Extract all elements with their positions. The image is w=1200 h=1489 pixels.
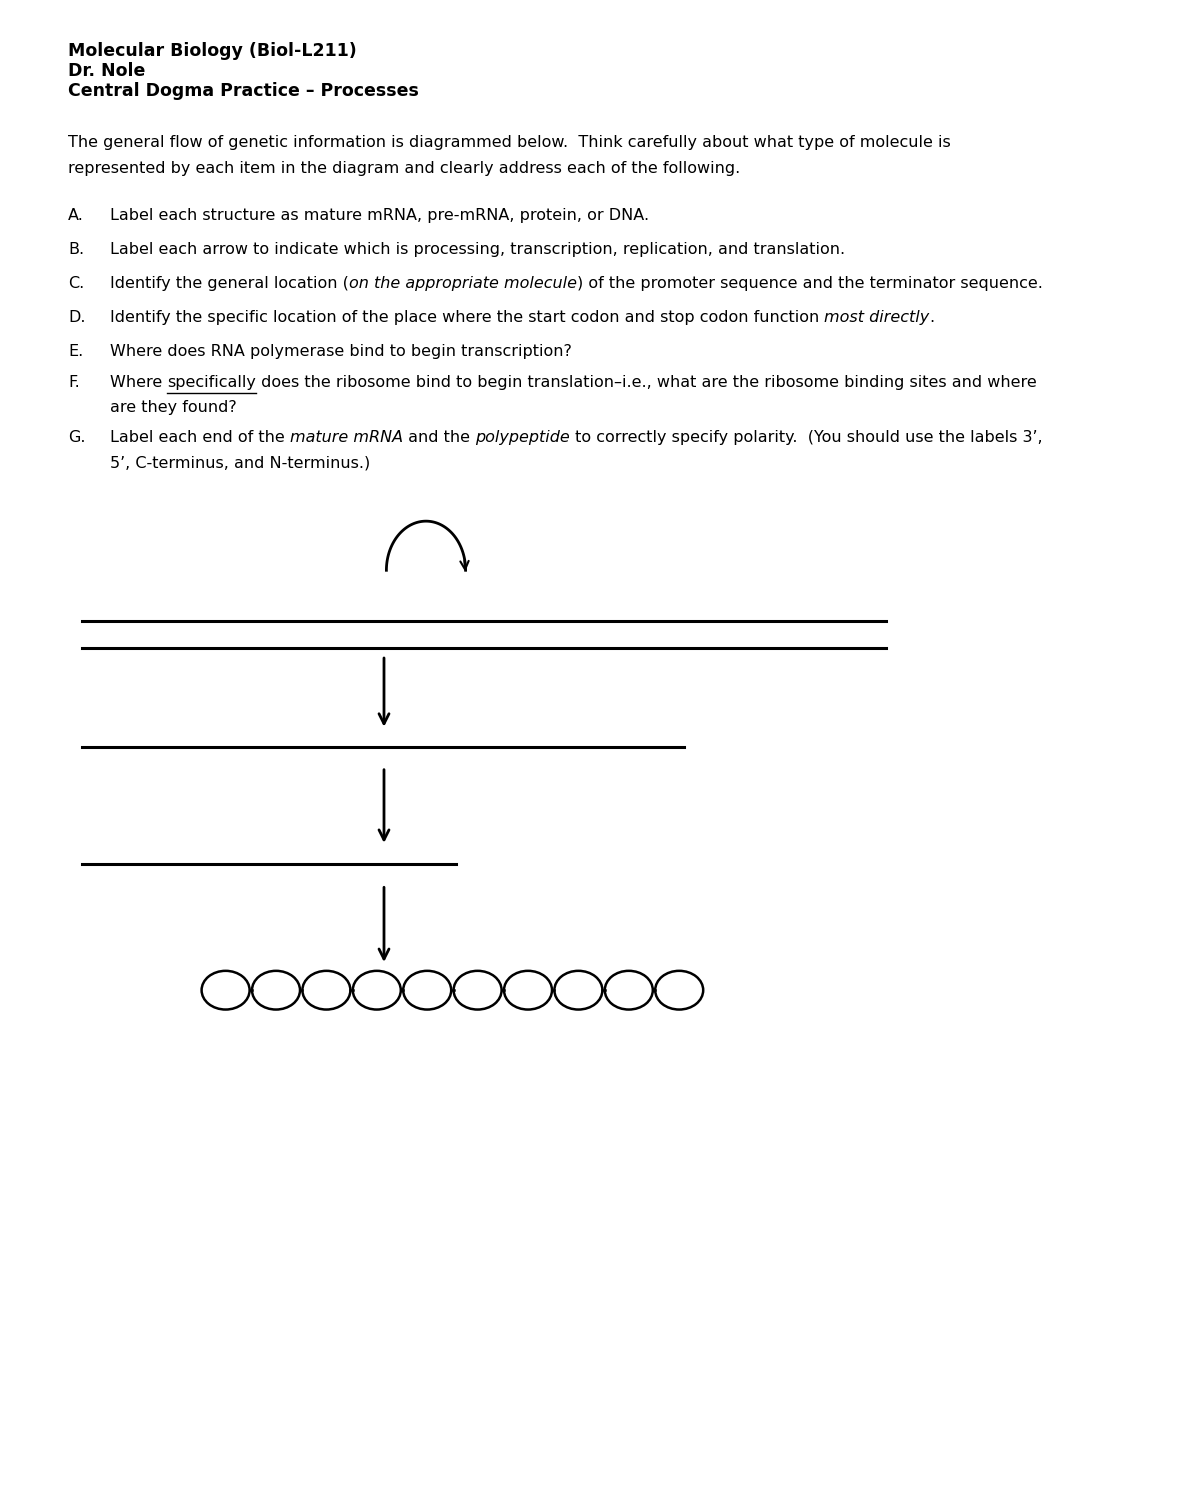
Text: B.: B. xyxy=(68,243,84,258)
Text: Central Dogma Practice – Processes: Central Dogma Practice – Processes xyxy=(68,82,419,100)
Text: specifically: specifically xyxy=(167,375,257,390)
Text: Dr. Nole: Dr. Nole xyxy=(68,63,145,80)
Text: Label each arrow to indicate which is processing, transcription, replication, an: Label each arrow to indicate which is pr… xyxy=(110,243,845,258)
Text: does the ribosome bind to begin translation–i.e., what are the ribosome binding : does the ribosome bind to begin translat… xyxy=(257,375,1037,390)
Text: Molecular Biology (Biol-L211): Molecular Biology (Biol-L211) xyxy=(68,42,356,60)
Text: polypeptide: polypeptide xyxy=(475,430,570,445)
Text: and the: and the xyxy=(403,430,475,445)
Text: 5’, C-terminus, and N-terminus.): 5’, C-terminus, and N-terminus.) xyxy=(110,456,371,471)
Text: E.: E. xyxy=(68,344,83,359)
Text: Where does RNA polymerase bind to begin transcription?: Where does RNA polymerase bind to begin … xyxy=(110,344,572,359)
Text: most directly: most directly xyxy=(824,310,930,325)
Text: Label each structure as mature mRNA, pre-mRNA, protein, or DNA.: Label each structure as mature mRNA, pre… xyxy=(110,208,649,223)
Text: represented by each item in the diagram and clearly address each of the followin: represented by each item in the diagram … xyxy=(68,161,740,176)
Text: G.: G. xyxy=(68,430,85,445)
Text: F.: F. xyxy=(68,375,79,390)
Text: Identify the specific location of the place where the start codon and stop codon: Identify the specific location of the pl… xyxy=(110,310,824,325)
Text: D.: D. xyxy=(68,310,85,325)
Text: to correctly specify polarity.  (You should use the labels 3’,: to correctly specify polarity. (You shou… xyxy=(570,430,1043,445)
Text: Identify the general location (: Identify the general location ( xyxy=(110,275,349,290)
Text: on the appropriate molecule: on the appropriate molecule xyxy=(349,275,577,290)
Text: .: . xyxy=(930,310,935,325)
Text: mature mRNA: mature mRNA xyxy=(290,430,403,445)
Text: ) of the promoter sequence and the terminator sequence.: ) of the promoter sequence and the termi… xyxy=(577,275,1043,290)
Text: A.: A. xyxy=(68,208,84,223)
Text: Where: Where xyxy=(110,375,167,390)
Text: C.: C. xyxy=(68,275,84,290)
Text: are they found?: are they found? xyxy=(110,401,236,415)
Text: The general flow of genetic information is diagrammed below.  Think carefully ab: The general flow of genetic information … xyxy=(68,135,950,150)
Text: Label each end of the: Label each end of the xyxy=(110,430,290,445)
